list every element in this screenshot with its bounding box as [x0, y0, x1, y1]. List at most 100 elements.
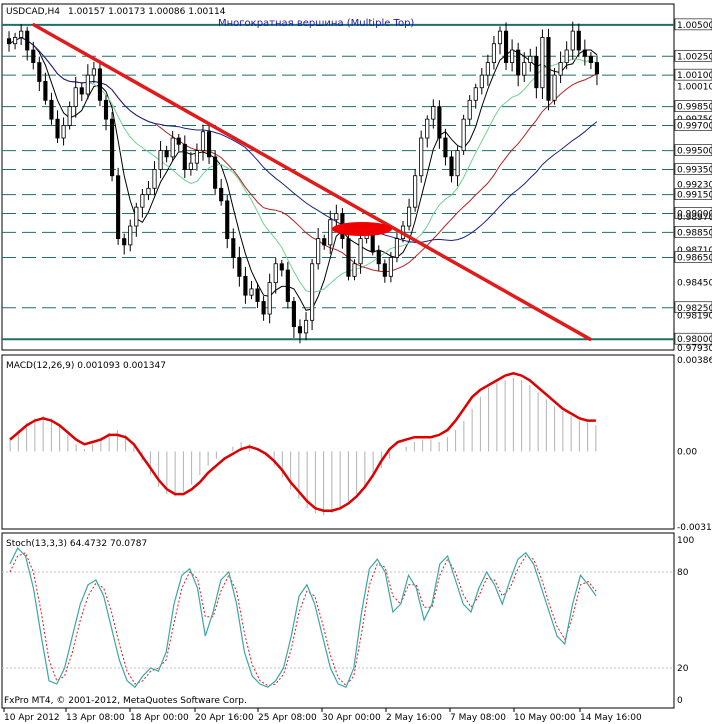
candle-body — [164, 150, 169, 158]
price-tick-label: 1.00250 — [677, 52, 712, 62]
price-tick-label: 0.99350 — [677, 165, 712, 175]
time-tick-label: 10 Apr 2012 — [4, 713, 60, 723]
candle-body — [231, 238, 236, 258]
candle-body — [431, 106, 436, 120]
moving-average-line — [8, 36, 598, 294]
candle-body — [552, 74, 557, 101]
time-tick-label: 7 May 08:00 — [450, 713, 506, 723]
ohlc-label: 1.00157 1.00173 1.00086 1.00114 — [68, 7, 226, 17]
candle-body — [546, 37, 551, 101]
time-tick-label: 13 Apr 08:00 — [66, 713, 125, 723]
candle-body — [516, 49, 521, 76]
candle-body — [103, 99, 109, 120]
candle-body — [497, 30, 503, 45]
candle-body — [255, 288, 260, 302]
symbol-label: USDCAD,H4 — [6, 7, 60, 17]
candle-body — [200, 131, 206, 151]
candle-body — [249, 288, 254, 296]
candle-body — [503, 30, 509, 63]
macd-panel — [1, 354, 675, 530]
macd-tick-label: -0.00319 — [677, 523, 712, 533]
candle-body — [303, 319, 309, 334]
candle-body — [594, 62, 600, 75]
price-tick-label: 0.98250 — [677, 304, 712, 314]
candle-body — [558, 62, 563, 76]
candle-body — [376, 250, 381, 265]
moving-average-line — [8, 36, 598, 244]
price-tag-box — [674, 144, 712, 156]
candle-body — [97, 68, 103, 101]
candle-body — [37, 62, 42, 82]
candle-body — [73, 87, 78, 107]
candle-body — [485, 62, 490, 76]
candle-body — [6, 38, 12, 45]
candle-body — [116, 175, 121, 240]
candle-body — [449, 156, 454, 177]
price-tick-label: 0.98190 — [677, 311, 712, 321]
candle-body — [273, 263, 278, 284]
price-tag-box — [674, 163, 712, 175]
candle-body — [528, 55, 533, 63]
highlight-ellipse — [332, 222, 392, 236]
candle-body — [540, 37, 545, 89]
candle-body — [146, 187, 151, 196]
candle-body — [243, 275, 248, 296]
time-axis: 10 Apr 2012 13 Apr 08:00 18 Apr 00:00 20 Ap… — [3, 708, 642, 723]
candle-body — [43, 81, 48, 101]
stoch-panel — [1, 532, 675, 709]
time-tick-label: 20 Apr 16:00 — [195, 713, 254, 723]
copyright-label: FxPro MT4, © 2001-2012, MetaQuotes Softw… — [4, 696, 247, 706]
candle-body — [182, 143, 187, 170]
stoch-tick-label: 100 — [677, 536, 694, 546]
candle-body — [61, 125, 66, 139]
macd-axis: 0.00386 0.00 -0.00319 — [677, 356, 712, 533]
candle-body — [110, 118, 115, 177]
time-tick-label: 25 Apr 08:00 — [258, 713, 317, 723]
price-tag-box — [674, 18, 712, 31]
candle-body — [425, 118, 430, 139]
candle-body — [79, 87, 84, 95]
price-level-lines — [2, 23, 674, 341]
price-tag-box — [674, 188, 712, 200]
candle-body — [261, 301, 266, 315]
macd-tick-label: 0.00386 — [677, 356, 712, 366]
time-tick-label: 2 May 16:00 — [386, 713, 442, 723]
candle-body — [158, 150, 163, 170]
candle-body — [394, 238, 400, 258]
candle-body — [285, 269, 290, 302]
stoch-label: Stoch(13,3,3) 64.4732 70.0787 — [6, 539, 147, 549]
candle-body — [534, 55, 539, 89]
price-tick-label: 0.97930 — [677, 344, 712, 354]
price-tag-box — [674, 251, 712, 263]
stoch-tick-label: 20 — [677, 664, 689, 674]
candle-body — [25, 30, 30, 51]
macd-signal-line — [9, 372, 596, 512]
candle-body — [334, 213, 339, 221]
candle-body — [134, 206, 139, 227]
candle-body — [510, 49, 515, 63]
price-tick-label: 0.98970 — [677, 213, 712, 223]
time-tick-label: 14 May 16:00 — [580, 713, 642, 723]
price-tag-box — [674, 301, 712, 314]
candle-body — [85, 74, 90, 95]
price-tag-box — [674, 332, 712, 345]
candle-body — [31, 49, 36, 63]
candle-body — [128, 225, 133, 246]
candle-body — [322, 238, 327, 246]
candle-body — [358, 238, 363, 265]
time-tick-label: 18 Apr 00:00 — [130, 713, 189, 723]
price-tick-label: 0.99500 — [677, 147, 712, 157]
price-tick-label: 1.00100 — [677, 71, 712, 81]
price-tick-label: 0.98650 — [677, 253, 712, 263]
price-tag-box — [674, 226, 712, 238]
candle-body — [588, 55, 593, 63]
candle-body — [310, 263, 315, 321]
price-tag-box — [674, 68, 712, 81]
stoch-axis: 100 80 20 0 — [677, 536, 694, 706]
candle-body — [291, 301, 296, 328]
candle-body — [152, 169, 157, 189]
macd-label: MACD(12,26,9) 0.001093 0.001347 — [6, 361, 166, 371]
stoch-main-line — [9, 546, 597, 689]
candle-body — [55, 118, 60, 139]
